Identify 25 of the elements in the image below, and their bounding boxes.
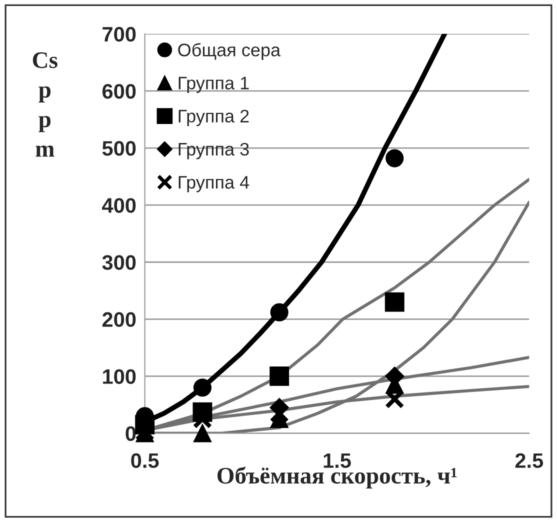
point [193,424,212,442]
legend-label: Группа 1 [178,76,249,94]
point [193,378,212,397]
x-tick-label: 0.5 [131,453,159,468]
point [270,303,288,322]
y-tick-label: 600 [102,84,136,99]
point [270,404,290,424]
legend-label: Группа 3 [178,142,249,160]
point [386,149,404,168]
y-tick-label: 200 [102,312,136,327]
x-tick-label: 1.5 [324,453,351,468]
legend-label: Группа 4 [178,176,250,192]
x-tick-label: 2.5 [515,453,544,468]
x-axis-title: Объёмная скорость, ч¹ [218,466,457,488]
legend-label: Общая сера [178,42,281,60]
y-tick-label: 700 [102,26,136,42]
point [270,366,290,386]
y-axis-title: Cs p p m [32,52,58,157]
y-tick-label: 500 [102,141,136,156]
legend-label: Группа 2 [178,110,249,126]
y-tick-label: 100 [103,369,136,384]
y-tick-label: 300 [102,255,136,270]
point [384,292,404,312]
y-tick-label: 400 [102,198,136,213]
y-tick-label: 0 [126,426,136,442]
